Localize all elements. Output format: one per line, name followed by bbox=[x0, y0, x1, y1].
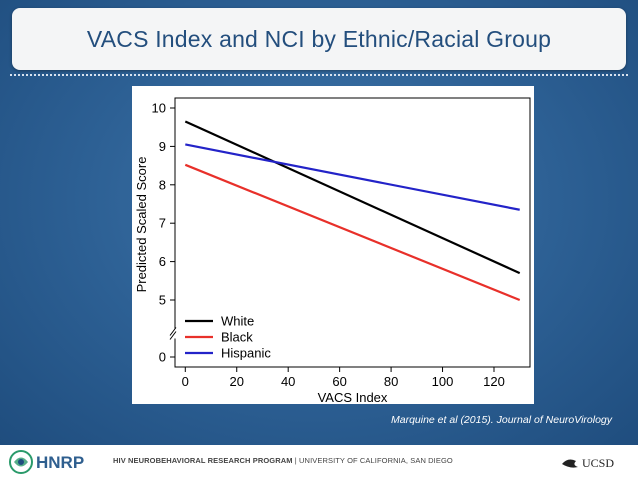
ucsd-logo: UCSD bbox=[562, 456, 614, 470]
slide-title: VACS Index and NCI by Ethnic/Racial Grou… bbox=[86, 25, 552, 52]
footer-caption: HIV NEUROBEHAVIORAL RESEARCH PROGRAM | U… bbox=[113, 456, 453, 465]
series-line-black bbox=[184, 163, 521, 302]
axis-break-mark bbox=[169, 327, 177, 336]
footer-bar: HNRP HIV NEUROBEHAVIORAL RESEARCH PROGRA… bbox=[0, 445, 638, 479]
footer-university: UNIVERSITY OF CALIFORNIA, SAN DIEGO bbox=[299, 456, 453, 465]
y-tick-label: 7 bbox=[159, 216, 166, 231]
legend-label-hispanic: Hispanic bbox=[221, 346, 271, 361]
y-tick-label: 6 bbox=[159, 254, 166, 269]
series-line-white bbox=[184, 120, 521, 275]
title-banner: VACS Index and NCI by Ethnic/Racial Grou… bbox=[12, 8, 626, 70]
axis-break-mark bbox=[169, 331, 177, 340]
x-tick-label: 120 bbox=[483, 374, 505, 389]
hnrp-logo: HNRP bbox=[9, 450, 84, 474]
x-tick-label: 0 bbox=[182, 374, 189, 389]
hnrp-logo-text: HNRP bbox=[36, 453, 84, 472]
chart-panel: 0 5 6 7 8 9 10 0 20 40 60 80 100 120 VACS Index Predict… bbox=[132, 86, 534, 405]
citation-text: Marquine et al (2015). Journal of NeuroV… bbox=[390, 414, 612, 426]
y-tick-label: 0 bbox=[159, 350, 166, 365]
title-divider bbox=[10, 74, 628, 76]
legend-label-black: Black bbox=[221, 330, 253, 345]
x-tick-label: 20 bbox=[230, 374, 244, 389]
series-line-hispanic bbox=[185, 143, 520, 211]
legend-label-white: White bbox=[221, 314, 254, 329]
x-tick-label: 100 bbox=[432, 374, 454, 389]
y-tick-label: 9 bbox=[159, 139, 166, 154]
x-tick-label: 60 bbox=[332, 374, 346, 389]
y-tick-label: 10 bbox=[152, 101, 166, 116]
plot-frame bbox=[174, 97, 531, 368]
y-axis-label: Predicted Scaled Score bbox=[134, 157, 149, 293]
x-tick-label: 40 bbox=[281, 374, 295, 389]
footer-program: HIV NEUROBEHAVIORAL RESEARCH PROGRAM bbox=[113, 456, 293, 465]
ucsd-logo-text: UCSD bbox=[582, 456, 614, 470]
y-tick-label: 5 bbox=[159, 293, 166, 308]
y-tick-label: 8 bbox=[159, 177, 166, 192]
footer-separator: | bbox=[294, 456, 297, 465]
x-tick-label: 80 bbox=[384, 374, 398, 389]
x-axis-label: VACS Index bbox=[318, 390, 388, 404]
